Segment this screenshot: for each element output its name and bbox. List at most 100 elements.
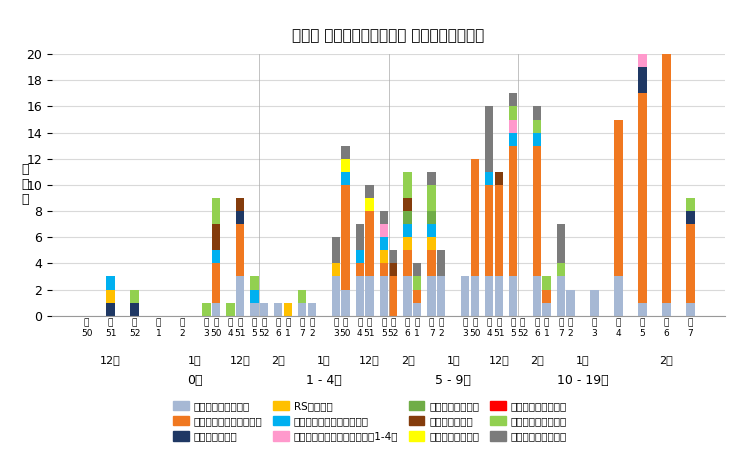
Bar xyxy=(662,15,670,54)
Text: 1月: 1月 xyxy=(317,354,331,364)
Bar xyxy=(413,276,422,290)
Bar xyxy=(389,276,397,316)
Bar xyxy=(283,303,292,316)
Text: 0歳: 0歳 xyxy=(186,374,202,387)
Bar xyxy=(437,276,445,316)
Bar xyxy=(662,0,670,2)
Bar xyxy=(236,276,244,316)
Bar xyxy=(509,106,517,120)
Text: 5 - 9歳: 5 - 9歳 xyxy=(435,374,471,387)
Bar xyxy=(533,106,541,120)
Bar xyxy=(471,276,479,316)
Bar xyxy=(542,303,551,316)
Bar xyxy=(341,159,349,172)
Text: 1 - 4歳: 1 - 4歳 xyxy=(306,374,342,387)
Bar xyxy=(686,224,695,303)
Bar xyxy=(308,303,316,316)
Bar xyxy=(614,276,623,316)
Bar xyxy=(509,120,517,133)
Bar xyxy=(355,276,364,316)
Bar xyxy=(130,290,138,303)
Bar xyxy=(212,250,221,263)
Bar xyxy=(509,146,517,276)
Bar xyxy=(380,250,388,263)
Bar xyxy=(428,224,436,237)
Bar xyxy=(485,276,494,316)
Bar xyxy=(533,276,541,316)
Bar xyxy=(428,237,436,250)
Bar xyxy=(403,211,412,224)
Bar xyxy=(428,185,436,211)
Bar xyxy=(509,133,517,146)
Bar xyxy=(274,303,283,316)
Bar xyxy=(509,276,517,316)
Bar xyxy=(413,263,422,276)
Bar xyxy=(686,198,695,211)
Bar xyxy=(403,276,412,316)
Bar xyxy=(614,120,623,276)
Bar xyxy=(509,93,517,106)
Bar xyxy=(428,250,436,276)
Bar xyxy=(485,106,494,172)
Bar xyxy=(212,224,221,250)
Bar xyxy=(639,303,647,316)
Bar xyxy=(494,185,503,276)
Bar xyxy=(389,250,397,263)
Text: 2月: 2月 xyxy=(401,354,414,364)
Text: 1月: 1月 xyxy=(188,354,201,364)
Bar xyxy=(380,211,388,224)
Bar xyxy=(260,303,268,316)
Bar xyxy=(556,224,565,263)
Bar xyxy=(250,276,258,290)
Bar xyxy=(428,211,436,224)
Bar xyxy=(413,303,422,316)
Bar xyxy=(107,290,115,303)
Bar xyxy=(437,250,445,276)
Bar xyxy=(355,263,364,276)
Text: 12月: 12月 xyxy=(488,354,509,364)
Bar xyxy=(365,185,374,198)
Bar xyxy=(471,159,479,276)
Bar xyxy=(556,263,565,276)
Bar xyxy=(686,303,695,316)
Text: 2月: 2月 xyxy=(272,354,285,364)
Bar xyxy=(639,54,647,67)
Bar xyxy=(403,237,412,250)
Bar xyxy=(365,198,374,211)
Bar xyxy=(403,198,412,211)
Bar xyxy=(403,172,412,198)
Bar xyxy=(686,211,695,224)
Bar xyxy=(332,276,340,316)
Bar xyxy=(494,276,503,316)
Bar xyxy=(494,172,503,185)
Bar xyxy=(355,250,364,263)
Bar xyxy=(639,93,647,303)
Bar xyxy=(380,237,388,250)
Bar xyxy=(542,276,551,290)
Bar xyxy=(250,303,258,316)
Bar xyxy=(107,276,115,290)
Bar xyxy=(341,146,349,159)
Bar xyxy=(428,172,436,185)
Bar xyxy=(202,303,211,316)
Text: 2月: 2月 xyxy=(530,354,544,364)
Bar xyxy=(662,54,670,303)
Bar xyxy=(130,303,138,316)
Bar xyxy=(380,263,388,276)
Bar xyxy=(236,211,244,224)
Text: 1月: 1月 xyxy=(576,354,589,364)
Bar xyxy=(332,237,340,263)
Bar xyxy=(332,263,340,276)
Bar xyxy=(365,211,374,276)
Bar xyxy=(556,276,565,316)
Bar xyxy=(566,290,575,316)
Bar xyxy=(236,224,244,276)
Text: 12月: 12月 xyxy=(359,354,380,364)
Legend: 新型コロナウイルス, インフルエンザウイルス, ライノウイルス, RSウイルス, ヒトメタニューモウイルス, パラインフルエンザウイルス1-4型, ヒトポカウイ: 新型コロナウイルス, インフルエンザウイルス, ライノウイルス, RSウイルス,… xyxy=(169,396,571,446)
Bar xyxy=(226,303,235,316)
Bar xyxy=(212,198,221,224)
Bar xyxy=(461,276,469,316)
Bar xyxy=(403,250,412,276)
Bar xyxy=(107,303,115,316)
Text: 12月: 12月 xyxy=(229,354,250,364)
